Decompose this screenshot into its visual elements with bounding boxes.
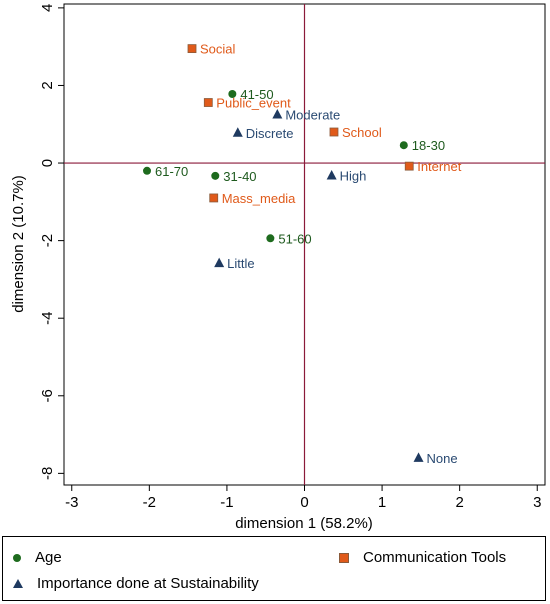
legend-item-age: Age [13, 549, 62, 566]
point-label: 51-60 [278, 231, 311, 246]
point-label: 61-70 [155, 164, 188, 179]
point-label: High [340, 168, 367, 183]
age-point-marker [211, 171, 220, 180]
point-label: Moderate [285, 108, 340, 123]
y-tick-label: -4 [39, 312, 56, 325]
x-axis-ticks: -3 -2 -1 0 1 2 3 [65, 485, 541, 511]
x-tick-label: -3 [65, 494, 78, 511]
point-label: None [427, 451, 458, 466]
y-tick-label: 4 [39, 4, 56, 12]
age-point-marker [143, 166, 152, 175]
y-tick-label: -8 [39, 467, 56, 480]
x-tick-label: 0 [300, 494, 308, 511]
legend-label: Importance done at Sustainability [37, 575, 259, 592]
x-tick-label: 1 [378, 494, 386, 511]
communication-point-marker [209, 193, 219, 203]
y-tick-label: 0 [39, 159, 56, 167]
communication-point-marker [203, 98, 213, 107]
legend-label: Age [35, 549, 62, 566]
legend-square-marker [339, 552, 349, 563]
point-label: Little [227, 256, 254, 271]
y-tick-label: 2 [39, 81, 56, 89]
point-label: Social [200, 42, 236, 57]
point-label: Mass_media [222, 191, 296, 206]
age-point-marker [399, 141, 408, 150]
importance-point-marker [214, 257, 225, 268]
y-axis-ticks: 4 2 0 -2 -4 -6 -8 [39, 4, 64, 480]
communication-point-marker [187, 44, 197, 54]
point-label: 31-40 [223, 169, 256, 184]
communication-point-marker [329, 127, 339, 137]
age-point-marker [266, 234, 275, 243]
age-point-marker [228, 89, 237, 98]
point-label: Discrete [246, 126, 294, 141]
legend-item-importance: Importance done at Sustainability [13, 575, 259, 592]
importance-point-marker [272, 109, 283, 119]
x-tick-label: 2 [455, 494, 463, 511]
x-tick-label: -1 [220, 494, 233, 511]
correspondence-plot: -3 -2 -1 0 1 2 3 4 2 0 -2 -4 -6 -8 41-50 18-30 61-70 31… [10, 3, 546, 532]
legend-item-communication-tools: Communication Tools [339, 549, 506, 566]
x-axis-title: dimension 1 (58.2%) [235, 515, 373, 532]
point-label: 41-50 [240, 87, 273, 102]
x-tick-label: -2 [143, 494, 156, 511]
point-label: 18-30 [412, 138, 445, 153]
communication-point-marker [404, 161, 414, 171]
importance-point-marker [413, 452, 424, 462]
importance-point-marker [326, 169, 337, 180]
y-tick-label: -2 [39, 234, 56, 247]
legend-triangle-marker [13, 579, 23, 588]
y-axis-title: dimension 2 (10.7%) [10, 175, 27, 313]
reference-lines [64, 4, 545, 485]
importance-point-marker [232, 127, 243, 137]
x-tick-label: 3 [533, 494, 541, 511]
legend: Age Communication Tools Importance done … [2, 536, 546, 601]
y-tick-label: -6 [39, 389, 56, 402]
point-label: School [342, 125, 382, 140]
point-label: Public_event [216, 96, 291, 111]
data-points: 41-50 18-30 61-70 31-40 51-60 Social Public_ev… [143, 42, 462, 466]
legend-circle-marker [13, 553, 21, 562]
legend-label: Communication Tools [363, 549, 507, 566]
point-label: Internet [417, 159, 461, 174]
